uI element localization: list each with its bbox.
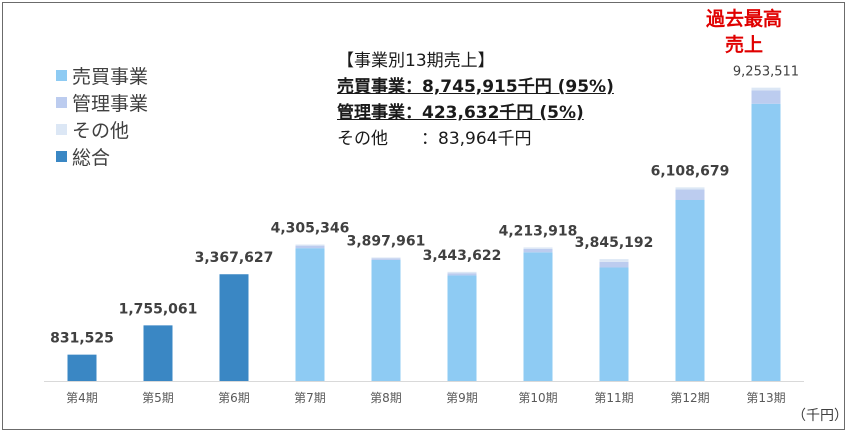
legend-item-sonota: その他: [56, 116, 148, 143]
category-label: 第7期: [294, 391, 326, 405]
legend-swatch-kanri: [56, 97, 67, 108]
legend-swatch-sougou: [56, 151, 67, 162]
summary-row-kanri-value: ：423,632千円 (5%): [405, 103, 584, 123]
category-label: 第4期: [66, 391, 98, 405]
bar-segment: [67, 354, 97, 381]
value-label: 3,367,627: [195, 250, 274, 266]
bar-segment: [523, 247, 553, 249]
bar-segment: [675, 187, 705, 190]
legend: 売買事業 管理事業 その他 総合: [56, 62, 148, 170]
summary-row-sonota-value: ：83,964千円: [421, 129, 532, 149]
value-label: 4,305,346: [271, 221, 350, 237]
bar-segment: [295, 245, 325, 249]
legend-swatch-baibai: [56, 70, 67, 81]
bar-segment: [447, 271, 477, 274]
bar-segment: [523, 252, 553, 381]
bar-segment: [751, 103, 781, 382]
bar-segment: [143, 325, 173, 381]
value-label: 3,845,192: [575, 235, 654, 251]
summary-row-sonota-name: その他: [337, 129, 388, 149]
summary-row-baibai-name: 売買事業: [337, 77, 405, 97]
segment-summary: 【事業別13期売上】 売買事業 ：8,745,915千円 (95%) 管理事業 …: [337, 48, 614, 152]
bar-segment: [523, 248, 553, 253]
category-label: 第13期: [746, 391, 785, 405]
legend-item-sougou: 総合: [56, 143, 148, 170]
record-high-line2: 売上: [724, 34, 763, 56]
summary-row-sonota: その他 ：83,964千円: [337, 126, 614, 152]
record-high-callout: 過去最高 売上: [704, 6, 784, 58]
legend-label-baibai: 売買事業: [72, 66, 149, 88]
bar-segment: [675, 189, 705, 200]
legend-label-kanri: 管理事業: [72, 93, 149, 115]
summary-row-kanri: 管理事業 ：423,632千円 (5%): [337, 100, 614, 126]
category-label: 第10期: [518, 391, 557, 405]
category-label: 第12期: [670, 391, 709, 405]
bar-segment: [675, 199, 705, 381]
value-label: 6,108,679: [651, 163, 730, 179]
bar-segment: [219, 274, 249, 381]
bar-segment: [447, 273, 477, 276]
category-label: 第8期: [370, 391, 402, 405]
chart-frame: [2, 2, 845, 430]
category-label: 第5期: [142, 391, 174, 405]
record-high-line1: 過去最高: [705, 8, 782, 30]
legend-item-baibai: 売買事業: [56, 62, 148, 89]
legend-swatch-sonota: [56, 124, 67, 135]
bar-segment: [371, 258, 401, 260]
bar-segment: [371, 259, 401, 381]
legend-item-kanri: 管理事業: [56, 89, 148, 116]
bar-segment: [599, 267, 629, 381]
legend-label-sougou: 総合: [72, 147, 111, 169]
category-label: 第11期: [594, 391, 633, 405]
bar-segment: [599, 259, 629, 262]
value-label: 9,253,511: [733, 65, 799, 80]
bar-segment: [751, 90, 781, 104]
bar-segment: [447, 275, 477, 381]
bar-segment: [295, 248, 325, 381]
summary-heading: 【事業別13期売上】: [337, 51, 495, 71]
bar-segment: [599, 261, 629, 268]
value-label: 831,525: [50, 331, 114, 347]
value-label: 3,897,961: [347, 233, 426, 249]
value-label: 3,443,622: [423, 248, 502, 264]
summary-row-kanri-name: 管理事業: [337, 103, 405, 123]
bar-segment: [751, 87, 781, 91]
unit-label: （千円）: [792, 408, 848, 424]
value-label: 4,213,918: [499, 223, 578, 239]
summary-row-baibai-value: ：8,745,915千円 (95%): [405, 77, 614, 97]
value-label: 1,755,061: [119, 301, 198, 317]
category-label: 第6期: [218, 391, 250, 405]
bar-segment: [371, 257, 401, 259]
legend-label-sonota: その他: [72, 120, 130, 142]
summary-row-baibai: 売買事業 ：8,745,915千円 (95%): [337, 74, 614, 100]
bar-segment: [295, 244, 325, 246]
category-label: 第9期: [446, 391, 478, 405]
